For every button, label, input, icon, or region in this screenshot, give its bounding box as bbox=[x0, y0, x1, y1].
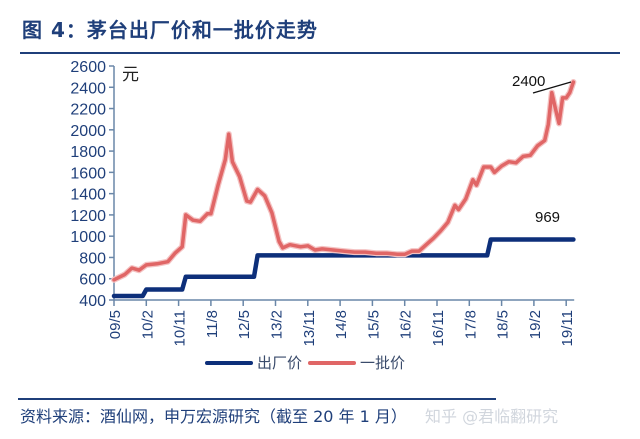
x-tick-label: 10/11 bbox=[172, 310, 189, 346]
legend: 出厂价 一批价 bbox=[205, 352, 411, 373]
y-tick-label: 1800 bbox=[70, 144, 106, 161]
y-tick-label: 2200 bbox=[70, 102, 106, 119]
x-tick-label: 11/8 bbox=[204, 310, 221, 338]
y-tick-label: 800 bbox=[79, 250, 106, 267]
x-tick-label: 19/2 bbox=[527, 310, 544, 339]
y-tick-label: 2600 bbox=[70, 59, 106, 76]
y-tick-label: 2000 bbox=[70, 123, 106, 140]
y-tick-label: 1200 bbox=[70, 208, 106, 225]
x-tick-label: 15/5 bbox=[365, 310, 382, 339]
legend-item-factory-price: 出厂价 bbox=[205, 352, 302, 373]
y-tick-label: 2400 bbox=[70, 80, 106, 97]
legend-item-wholesale-price: 一批价 bbox=[308, 352, 405, 373]
y-tick-label: 1400 bbox=[70, 187, 106, 204]
series-lines bbox=[111, 79, 577, 299]
x-tick-label: 13/2 bbox=[269, 310, 286, 339]
x-tick-label: 16/11 bbox=[430, 310, 447, 346]
x-tick-label: 18/5 bbox=[495, 310, 512, 339]
y-tick-label: 400 bbox=[79, 293, 106, 310]
x-tick-label: 19/11 bbox=[559, 310, 576, 346]
legend-swatch-wholesale-price bbox=[308, 360, 357, 365]
x-tick-label: 10/2 bbox=[139, 310, 156, 339]
legend-label-factory-price: 出厂价 bbox=[257, 354, 303, 372]
x-tick-label: 13/11 bbox=[301, 310, 318, 346]
annotation-2400: 2400 bbox=[512, 73, 545, 90]
factory-price-line bbox=[111, 237, 576, 299]
y-tick-label: 600 bbox=[79, 272, 106, 289]
x-tick-label: 12/5 bbox=[236, 310, 253, 339]
annotations: 2400 969 bbox=[512, 73, 572, 226]
annotation-969: 969 bbox=[535, 209, 560, 226]
y-tick-label: 1000 bbox=[70, 229, 106, 246]
legend-swatch-factory-price bbox=[205, 360, 253, 365]
x-tick-label: 14/8 bbox=[333, 310, 350, 339]
x-tick-label: 16/2 bbox=[398, 310, 415, 339]
chart-title: 图 4：茅台出厂价和一批价走势 bbox=[22, 18, 318, 42]
annotation-2400-leader bbox=[532, 81, 572, 94]
title-divider bbox=[20, 52, 620, 54]
watermark: 知乎 @君临翻研究 bbox=[425, 407, 559, 426]
wholesale-price-line bbox=[112, 80, 576, 282]
axes: 400 600 800 1000 1200 1400 1600 1800 2000 2200 240… bbox=[70, 59, 576, 346]
y-unit-label: 元 bbox=[122, 65, 139, 85]
x-tick-label: 09/5 bbox=[107, 310, 124, 339]
source-note: 资料来源：酒仙网，申万宏源研究（截至 20 年 1 月） bbox=[20, 407, 407, 426]
y-tick-label: 1600 bbox=[70, 165, 106, 182]
x-tick-label: 17/8 bbox=[462, 310, 479, 339]
footer-divider bbox=[18, 398, 496, 400]
legend-label-wholesale-price: 一批价 bbox=[360, 354, 406, 372]
